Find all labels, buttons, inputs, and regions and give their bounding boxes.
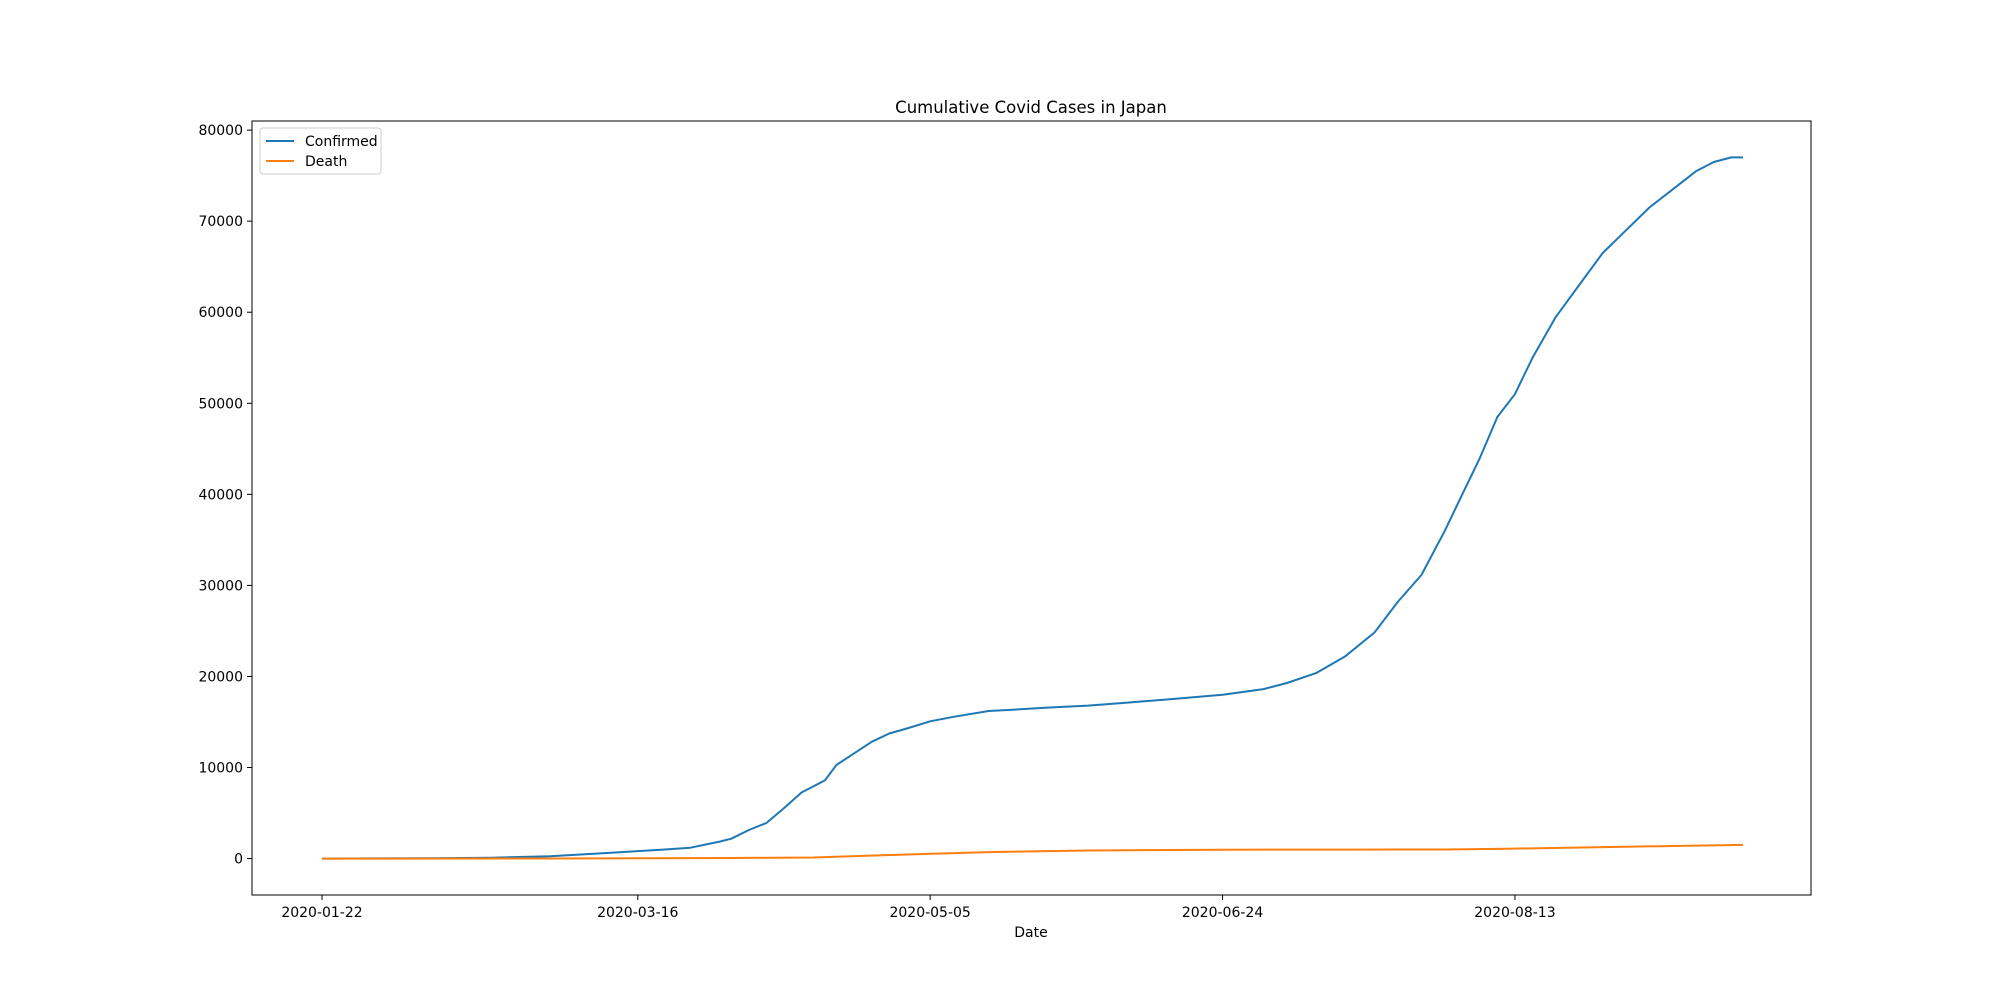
y-axis: 0 10000 20000 30000 40000 50000 60000 70000 8000…: [198, 123, 252, 868]
x-tick-label: 2020-06-24: [1182, 905, 1263, 921]
y-tick-label: 40000: [198, 487, 243, 503]
y-tick-label: 30000: [198, 578, 243, 594]
legend-frame: [259, 127, 382, 175]
y-tick-label: 50000: [198, 396, 243, 412]
legend-label-confirmed: Confirmed: [305, 134, 378, 150]
legend-label-death: Death: [305, 154, 347, 170]
y-tick-label: 60000: [198, 305, 243, 321]
plot-area: [251, 120, 1812, 896]
y-tick-label: 20000: [198, 669, 243, 685]
y-tick-label: 0: [234, 852, 243, 868]
legend: Confirmed Death: [259, 127, 382, 175]
y-tick-label: 80000: [198, 123, 243, 139]
chart-title: Cumulative Covid Cases in Japan: [895, 98, 1167, 117]
y-tick-label: 10000: [198, 761, 243, 777]
series-line-confirmed: [321, 156, 1743, 860]
series-line-death: [321, 843, 1744, 860]
x-axis: 2020-01-22 2020-03-16 2020-05-05 2020-06-24…: [281, 895, 1556, 921]
x-tick-label: 2020-05-05: [889, 905, 970, 921]
y-tick-label: 70000: [198, 214, 243, 230]
x-tick-label: 2020-03-16: [597, 905, 678, 921]
x-axis-label: Date: [1014, 925, 1047, 941]
x-tick-label: 2020-08-13: [1474, 905, 1555, 921]
x-tick-label: 2020-01-22: [281, 905, 362, 921]
series-layer: [321, 156, 1744, 860]
